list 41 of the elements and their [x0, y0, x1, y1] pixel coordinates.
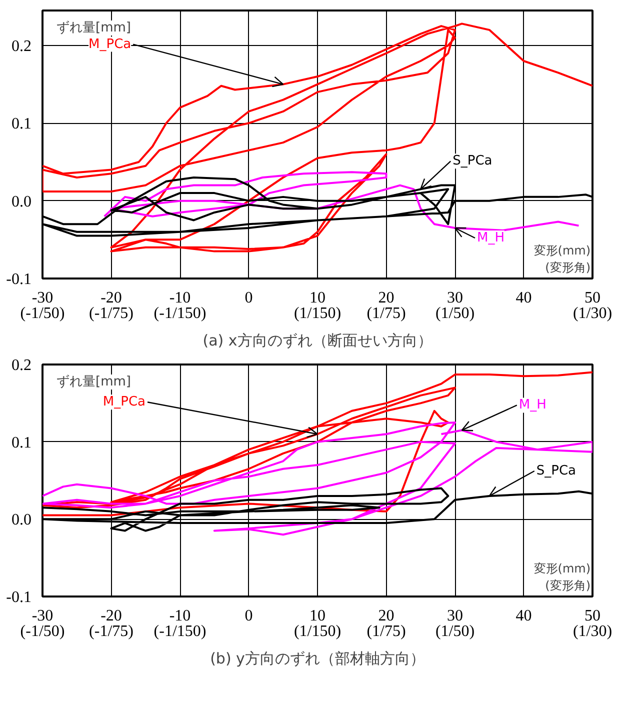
y-tick-label: 0.0 [12, 193, 32, 210]
y-tick-label: -0.1 [6, 271, 32, 288]
x-tick-label: -30 (-1/50) [20, 608, 65, 640]
x-tick-label: -10 (-1/150) [154, 290, 206, 322]
x-tick-label: 50 (1/30) [572, 608, 612, 640]
annotation: S_PCa [452, 154, 492, 169]
x-tick-label: -20 (-1/75) [89, 290, 134, 322]
y-tick-label: 0.1 [12, 434, 32, 452]
annotation: M_PCa [88, 36, 132, 52]
y-axis-title: ずれ量[mm] [56, 374, 131, 390]
annotation: S_PCa [536, 463, 576, 478]
x-tick-label: 40 [516, 290, 532, 306]
line-series [103, 171, 580, 232]
y-tick-label: -0.1 [6, 589, 32, 606]
x-tick-label: 10 (1/150) [294, 608, 342, 640]
x-tick-label: -30 (-1/50) [20, 290, 65, 322]
x-axis-title: 変形(mm) (変形角) [534, 562, 591, 592]
line-series [42, 371, 592, 516]
x-tick-label: 30 (1/50) [435, 608, 475, 640]
y-tick-label: 0.2 [12, 357, 32, 374]
x-tick-label: 20 (1/75) [366, 290, 406, 322]
x-tick-label: 20 (1/75) [366, 608, 406, 640]
y-axis-title: ずれ量[mm] [56, 20, 131, 36]
y-tick-label: 0.1 [12, 116, 32, 133]
x-tick-label: -20 (-1/75) [89, 608, 134, 640]
y-tick-label: 0.0 [12, 512, 32, 529]
annotation: M_H [518, 398, 546, 413]
line-series [42, 422, 592, 536]
x-tick-label: 10 (1/150) [294, 290, 342, 322]
annotation: M_PCa [102, 394, 146, 410]
annotation: M_H [477, 230, 504, 246]
x-tick-label: 30 (1/50) [435, 290, 475, 322]
x-tick-label: 50 (1/30) [572, 290, 612, 322]
x-tick-label: -10 (-1/150) [154, 608, 206, 640]
text: (a) x方向のずれ（断面せい方向） [202, 332, 432, 350]
y-tick-label: 0.2 [12, 38, 32, 55]
x-axis-title: 変形(mm) (変形角) [534, 244, 591, 274]
x-tick-label: 0 [244, 290, 253, 306]
x-tick-label: 0 [244, 608, 253, 624]
text: (b) y方向のずれ（部材軸方向） [210, 650, 425, 668]
x-tick-label: 40 [516, 608, 532, 624]
